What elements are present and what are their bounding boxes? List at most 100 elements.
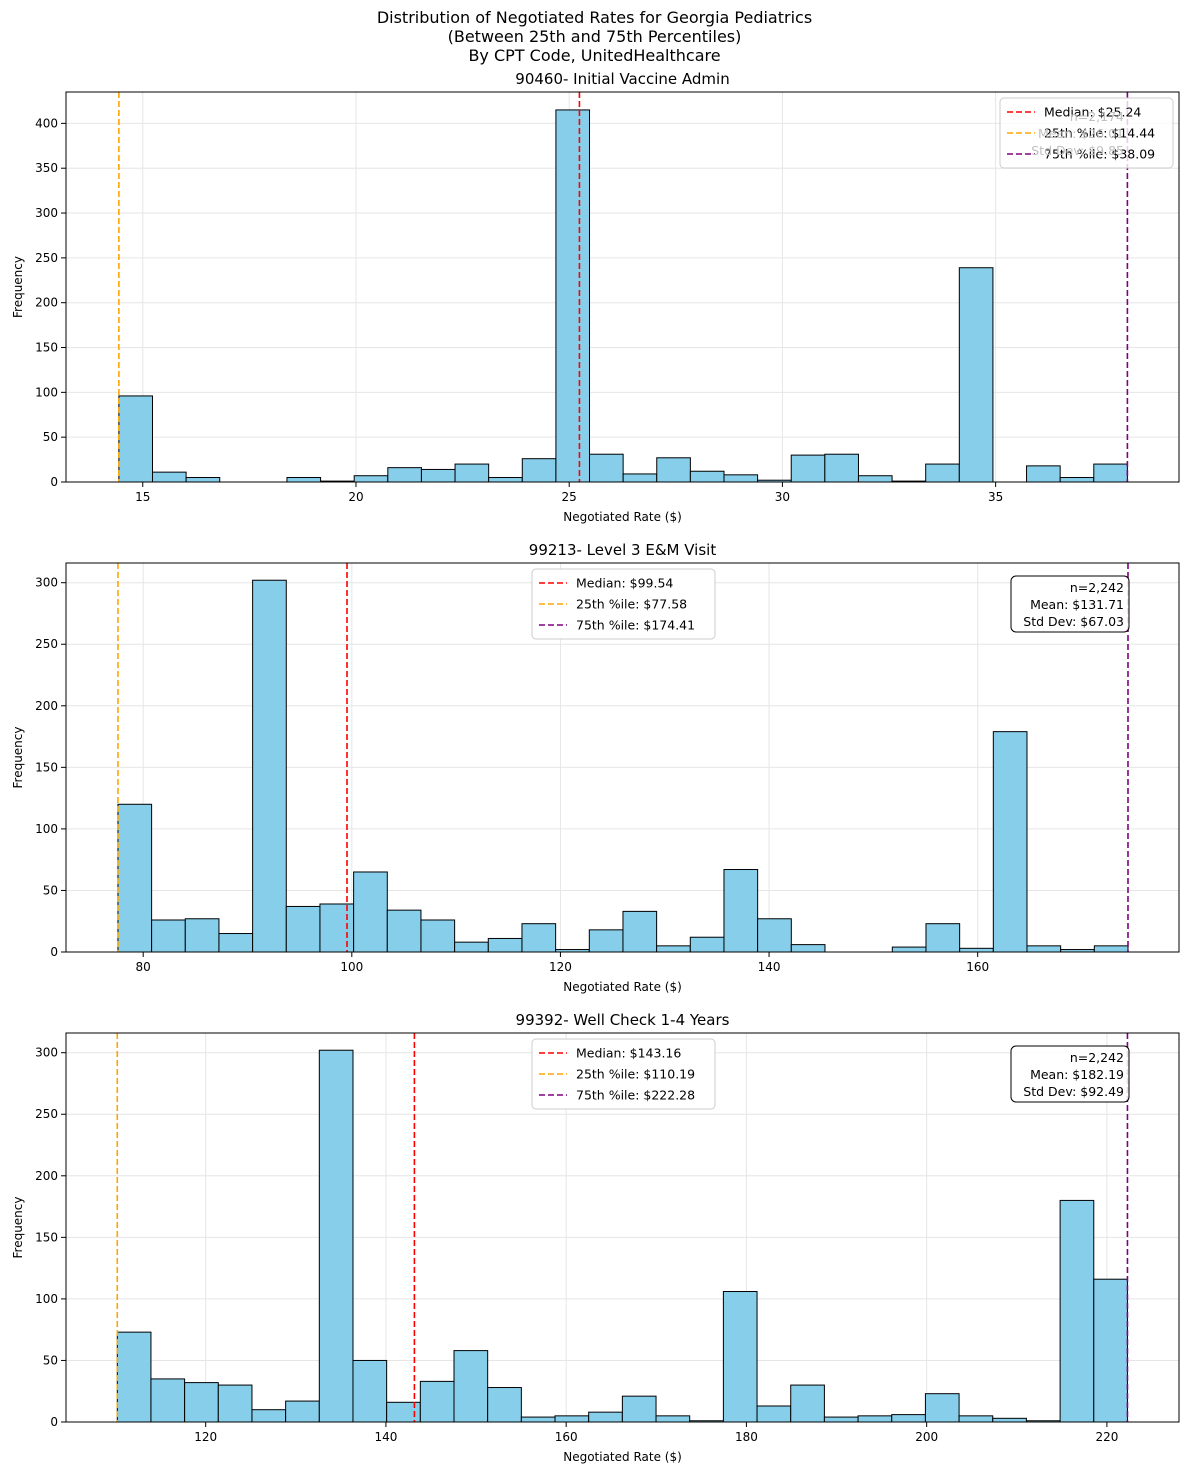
histogram-bar	[419, 1380, 455, 1423]
y-tick-label: 50	[43, 883, 58, 897]
y-tick-label: 250	[35, 637, 58, 651]
histogram-bar	[1093, 945, 1129, 953]
y-tick-label: 50	[43, 430, 58, 444]
legend-label: 25th %ile: $77.58	[576, 597, 687, 612]
stats-line: Mean: $131.71	[1030, 597, 1124, 612]
histogram-bar	[387, 467, 422, 483]
histogram-bar	[1059, 1199, 1095, 1423]
x-tick-label: 140	[758, 960, 781, 974]
chart-title: 99213- Level 3 E&M Visit	[529, 541, 717, 559]
histogram-bar	[386, 1401, 421, 1423]
histogram-bar	[689, 470, 725, 483]
stats-line: n=2,242	[1070, 1050, 1124, 1065]
histogram-bar	[487, 937, 523, 953]
y-tick-label: 250	[35, 251, 58, 265]
x-axis-label: Negotiated Rate ($)	[563, 980, 682, 994]
histogram-bar	[116, 1331, 152, 1423]
histogram-bar	[621, 1395, 657, 1423]
histogram-bar	[151, 919, 186, 953]
histogram-bar	[285, 905, 321, 953]
stats-line: Std Dev: $92.49	[1023, 1084, 1124, 1099]
histogram-bar	[588, 1411, 623, 1423]
legend-label: 75th %ile: $174.41	[576, 618, 695, 633]
y-tick-label: 0	[50, 475, 58, 489]
legend-frame	[531, 1038, 716, 1110]
histogram-bar	[319, 903, 355, 953]
legend: Median: $25.24 25th %ile: $14.44 75th %ile…	[999, 97, 1174, 169]
histogram-bar	[554, 1415, 590, 1423]
histogram-bar	[521, 458, 557, 483]
histogram-bar	[959, 947, 994, 953]
histogram-bar	[1026, 945, 1062, 953]
legend-label: Median: $25.24	[1044, 105, 1141, 120]
legend-label: Median: $143.16	[576, 1046, 681, 1061]
histogram-bar	[420, 468, 456, 483]
y-tick-label: 250	[35, 1107, 58, 1121]
histogram-bar	[353, 475, 389, 483]
histogram-bar	[757, 918, 792, 953]
histogram-bar	[386, 909, 422, 953]
y-tick-label: 300	[35, 1046, 58, 1060]
stats-line: Std Dev: $9.85	[1031, 143, 1124, 158]
histogram-bar	[891, 946, 927, 953]
stats-line: n=2,242	[1070, 580, 1124, 595]
stats-line: Std Dev: $67.03	[1023, 614, 1124, 629]
histogram-bar	[217, 1384, 253, 1423]
y-tick-label: 350	[35, 161, 58, 175]
x-tick-label: 180	[735, 1430, 758, 1444]
histogram-bar	[488, 477, 523, 483]
histogram-bar	[992, 731, 1028, 953]
x-tick-label: 15	[135, 490, 150, 504]
stats-box-frame	[1010, 575, 1130, 633]
histogram-bar	[622, 473, 658, 483]
histogram-bar	[453, 1350, 489, 1423]
x-tick-label: 160	[555, 1430, 578, 1444]
histogram-bar	[521, 923, 557, 953]
x-tick-label: 220	[1095, 1430, 1118, 1444]
histogram-bar	[185, 477, 221, 483]
histogram-bar	[151, 471, 187, 483]
histogram-bar	[622, 910, 658, 953]
histogram-bar	[454, 463, 490, 483]
histogram-bar	[1093, 1278, 1128, 1423]
histogram-bar	[218, 933, 254, 953]
histogram-bar	[723, 474, 759, 483]
chart-panel-3: 120 140 160 180 200 220 0 50 100 150 200 250 300 9939…	[11, 1011, 1180, 1464]
x-tick-label: 140	[374, 1430, 397, 1444]
histogram-bar	[251, 1409, 287, 1423]
y-tick-label: 50	[43, 1353, 58, 1367]
histogram-bar	[656, 945, 691, 953]
histogram-bar	[656, 457, 691, 483]
legend-label: 25th %ile: $110.19	[576, 1067, 695, 1082]
x-axis-label: Negotiated Rate ($)	[563, 1450, 682, 1464]
histogram-bar	[925, 923, 961, 953]
y-tick-label: 300	[35, 206, 58, 220]
histogram-bar	[958, 267, 994, 483]
x-tick-label: 35	[988, 490, 1003, 504]
histogram-bar	[118, 395, 153, 483]
histogram-bar	[454, 941, 489, 953]
stats-box: n=2,174 Mean: $26.01 Std Dev: $9.85	[1031, 109, 1124, 158]
histogram-bar	[150, 1378, 186, 1423]
y-tick-label: 100	[35, 385, 58, 399]
axes-frame	[65, 1032, 1180, 1423]
x-tick-label: 20	[348, 490, 363, 504]
y-tick-label: 100	[35, 1292, 58, 1306]
histogram-bar	[790, 1384, 825, 1423]
histogram-bar	[924, 1393, 960, 1423]
figure-title-line-3: By CPT Code, UnitedHealthcare	[468, 46, 721, 65]
axes-frame	[65, 562, 1180, 953]
histogram-bar	[723, 869, 759, 953]
x-tick-label: 200	[915, 1430, 938, 1444]
y-axis-label: Frequency	[11, 727, 25, 789]
y-axis-label: Frequency	[11, 1197, 25, 1259]
histogram-bar	[823, 1416, 859, 1423]
stats-line: Mean: $182.19	[1030, 1067, 1124, 1082]
histogram-bar	[286, 477, 322, 483]
histogram-bar	[589, 453, 624, 483]
x-tick-label: 30	[775, 490, 790, 504]
histogram-bar	[353, 871, 388, 953]
histogram-bar	[958, 1415, 994, 1423]
stats-line: Mean: $26.01	[1038, 126, 1124, 141]
y-tick-label: 200	[35, 296, 58, 310]
